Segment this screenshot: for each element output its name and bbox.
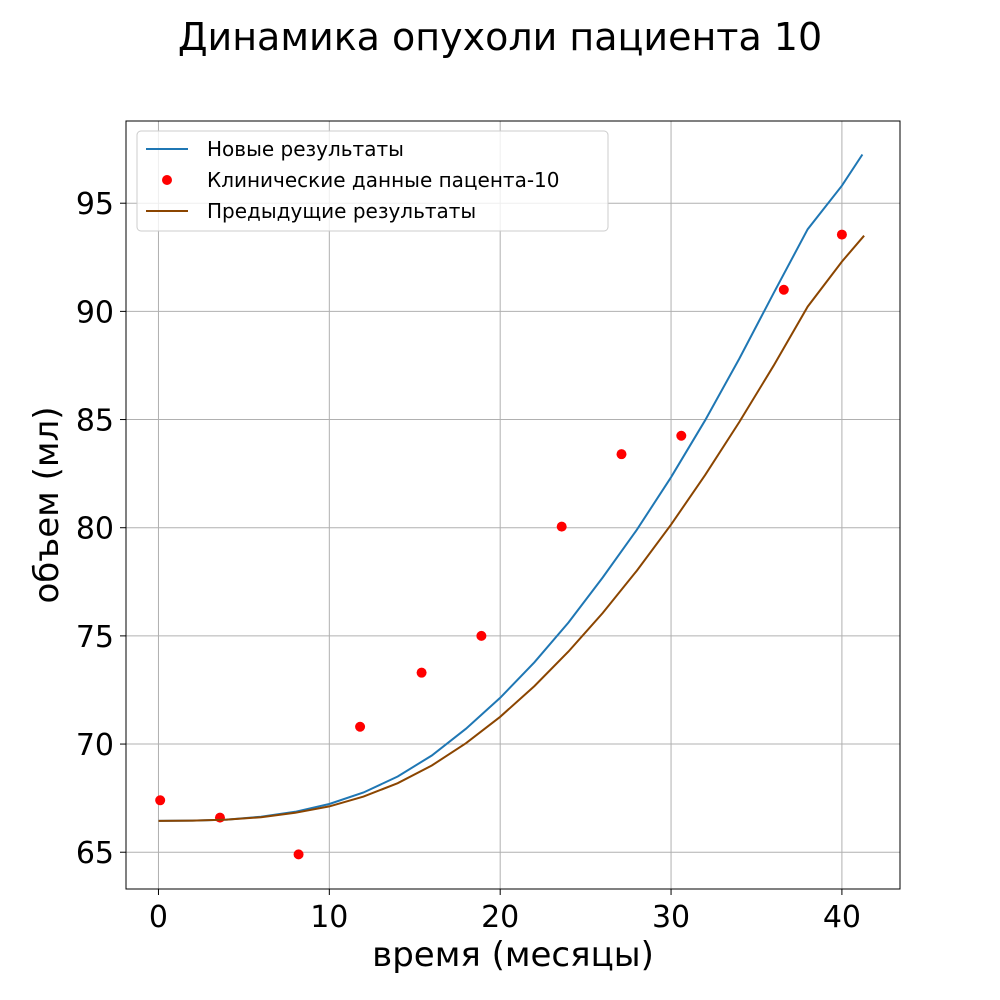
x-tick-label: 0 — [149, 900, 168, 935]
data-point — [355, 721, 366, 732]
legend-label-2: Предыдущие результаты — [207, 199, 476, 223]
data-point — [836, 229, 847, 240]
series-line-2 — [158, 235, 865, 822]
chart-title: Динамика опухоли пациента 10 — [178, 15, 822, 59]
legend: Новые результаты Клинические данные пацен… — [136, 130, 609, 232]
data-point — [556, 521, 567, 532]
y-tick-label: 65 — [76, 836, 114, 871]
y-axis-label: объем (мл) — [27, 406, 67, 603]
legend-label-0: Новые результаты — [207, 137, 404, 161]
y-tick-label: 75 — [76, 620, 114, 655]
legend-label-1: Клинические данные пацента-10 — [207, 168, 560, 192]
x-tick-label: 10 — [310, 900, 348, 935]
data-point — [616, 449, 627, 460]
y-tick-label: 90 — [76, 295, 114, 330]
data-point — [214, 812, 225, 823]
y-tick-label: 80 — [76, 512, 114, 547]
series-line-0 — [158, 153, 864, 822]
plot-frame — [125, 120, 901, 890]
y-tick-label: 95 — [76, 187, 114, 222]
data-point — [476, 630, 487, 641]
data-point — [778, 284, 789, 295]
axis-ticks: 0 10 20 30 40 65 70 75 80 85 90 95 — [76, 187, 861, 935]
legend-box — [136, 130, 609, 232]
data-point — [416, 667, 427, 678]
data-point — [293, 849, 304, 860]
x-tick-label: 20 — [481, 900, 519, 935]
data-point — [676, 430, 687, 441]
x-axis-label: время (месяцы) — [372, 935, 654, 975]
plot-area — [155, 153, 865, 860]
x-tick-label: 30 — [652, 900, 690, 935]
legend-swatch-1 — [162, 175, 172, 185]
y-tick-label: 85 — [76, 404, 114, 439]
grid — [126, 121, 900, 889]
y-tick-label: 70 — [76, 728, 114, 763]
data-point — [155, 795, 166, 806]
x-tick-label: 40 — [823, 900, 861, 935]
